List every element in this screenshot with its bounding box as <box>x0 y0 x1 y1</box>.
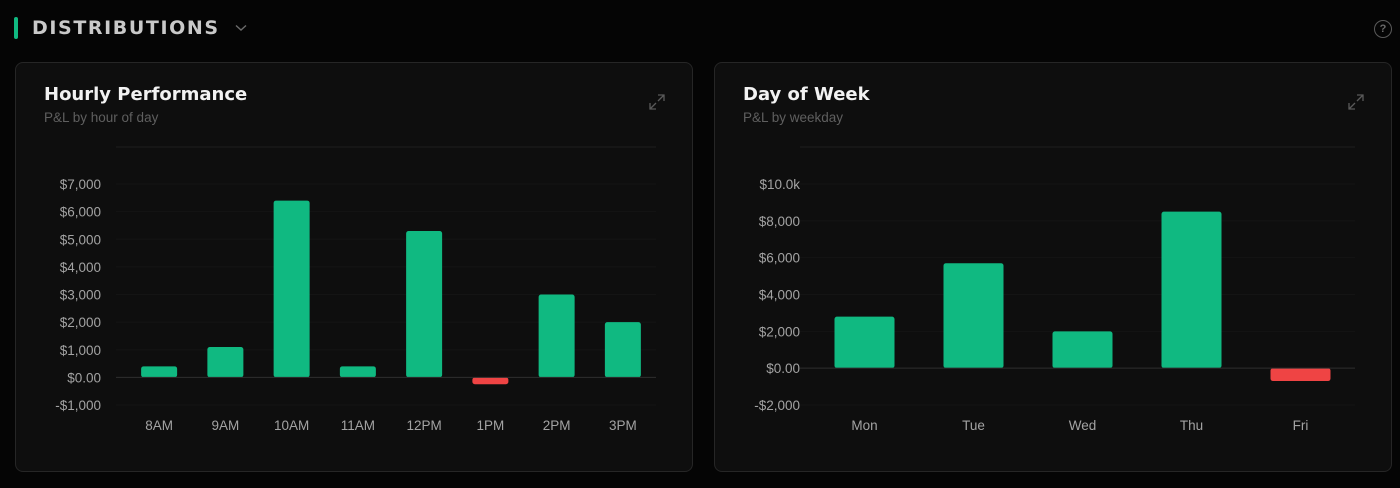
y-tick-label: $6,000 <box>60 205 101 220</box>
expand-icon[interactable] <box>648 93 666 111</box>
y-tick-label: -$2,000 <box>754 398 800 413</box>
day-of-week-card: Day of Week P&L by weekday $10.0k $8,000 $… <box>714 62 1392 472</box>
x-tick-label: 12PM <box>406 418 441 433</box>
bar <box>1161 211 1222 369</box>
x-tick-label: 10AM <box>274 418 309 433</box>
help-glyph: ? <box>1379 23 1387 35</box>
y-tick-label: $1,000 <box>60 343 101 358</box>
bar <box>1052 331 1113 369</box>
chevron-down-icon[interactable] <box>234 21 248 35</box>
x-tick-label: 11AM <box>341 418 375 433</box>
x-tick-label: 1PM <box>476 418 504 433</box>
card-title: Day of Week <box>743 84 870 105</box>
section-header: DISTRIBUTIONS <box>14 16 248 40</box>
y-tick-label: $5,000 <box>60 232 101 247</box>
y-tick-label: $7,000 <box>60 177 101 192</box>
bar <box>207 346 244 378</box>
y-tick-label: $10.0k <box>759 177 800 192</box>
y-tick-label: $0.00 <box>67 370 101 385</box>
bar <box>943 263 1004 369</box>
card-title: Hourly Performance <box>44 84 248 105</box>
bar <box>472 377 509 385</box>
y-tick-label: $0.00 <box>766 361 800 376</box>
card-subtitle: P&L by weekday <box>743 110 844 125</box>
y-tick-label: $2,000 <box>759 324 800 339</box>
x-tick-label: Mon <box>851 418 877 433</box>
bar <box>834 316 895 369</box>
expand-icon[interactable] <box>1347 93 1365 111</box>
y-tick-label: $4,000 <box>759 288 800 303</box>
bar <box>273 200 310 378</box>
y-tick-label: $6,000 <box>759 251 800 266</box>
y-tick-label: -$1,000 <box>55 398 101 413</box>
bar <box>538 294 575 378</box>
x-tick-label: Fri <box>1293 418 1309 433</box>
bar <box>141 366 178 378</box>
x-tick-label: 2PM <box>543 418 571 433</box>
y-tick-label: $4,000 <box>60 260 101 275</box>
x-tick-label: Thu <box>1180 418 1203 433</box>
x-tick-label: 8AM <box>145 418 173 433</box>
card-subtitle: P&L by hour of day <box>44 110 159 125</box>
y-tick-label: $8,000 <box>759 214 800 229</box>
y-tick-label: $3,000 <box>60 288 101 303</box>
y-tick-label: $2,000 <box>60 315 101 330</box>
hourly-bar-chart: $7,000 $6,000 $5,000 $4,000 $3,000 $2,000 $1,0… <box>55 146 656 433</box>
bar <box>604 322 641 378</box>
weekday-bar-chart: $10.0k $8,000 $6,000 $4,000 $2,000 $0.00 -$2,0… <box>754 146 1355 433</box>
help-icon[interactable]: ? <box>1374 20 1392 38</box>
x-tick-label: 3PM <box>609 418 637 433</box>
bar <box>406 230 443 378</box>
x-tick-label: Tue <box>962 418 985 433</box>
hourly-performance-card: Hourly Performance P&L by hour of day $7… <box>15 62 693 472</box>
section-title: DISTRIBUTIONS <box>32 17 220 39</box>
x-tick-label: Wed <box>1069 418 1097 433</box>
bar <box>339 366 376 378</box>
x-tick-label: 9AM <box>211 418 239 433</box>
section-accent-bar <box>14 17 18 39</box>
bar <box>1270 368 1331 382</box>
